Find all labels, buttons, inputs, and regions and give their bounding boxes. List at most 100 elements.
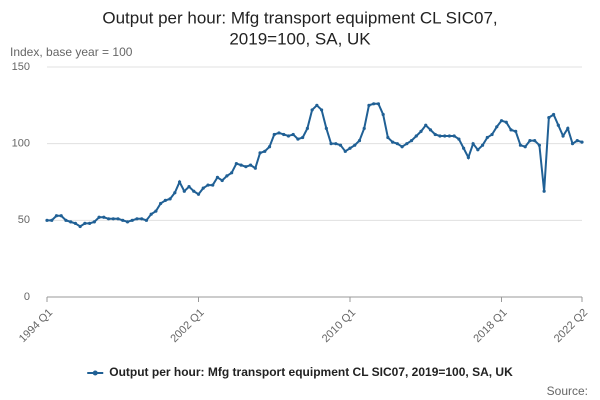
data-point: [315, 103, 319, 107]
x-tick-label: 2002 Q1: [168, 307, 206, 345]
data-point: [296, 137, 300, 141]
data-point: [305, 126, 309, 130]
data-point: [499, 119, 504, 123]
data-point: [556, 123, 560, 127]
chart-title: Output per hour: Mfg transport equipment…: [102, 8, 497, 27]
data-point: [73, 221, 78, 225]
data-point: [329, 142, 333, 146]
data-point: [320, 108, 324, 112]
data-point: [504, 120, 508, 124]
data-point: [533, 139, 537, 143]
data-point: [125, 220, 130, 224]
data-point: [353, 143, 357, 147]
data-point: [428, 128, 433, 132]
data-point: [106, 217, 111, 221]
legend-label: Output per hour: Mfg transport equipment…: [109, 365, 513, 379]
data-point: [225, 174, 229, 178]
x-tick-label: 2010 Q1: [320, 307, 358, 345]
data-point: [144, 218, 149, 222]
data-point: [514, 129, 518, 133]
data-point: [272, 132, 276, 137]
data-point: [253, 166, 257, 170]
data-point: [111, 217, 115, 221]
data-point: [551, 112, 556, 117]
data-point: [561, 134, 565, 138]
legend-marker: [92, 370, 98, 376]
data-point: [362, 126, 366, 130]
data-point: [438, 134, 442, 138]
source: Source:: [547, 384, 588, 398]
data-point: [343, 149, 347, 153]
data-point: [348, 146, 352, 150]
x-tick-label: 2018 Q1: [471, 307, 509, 345]
data-point: [201, 186, 205, 190]
data-point: [518, 143, 523, 147]
data-point: [301, 135, 305, 140]
data-point: [220, 178, 224, 183]
data-point: [154, 209, 158, 213]
data-point: [372, 102, 376, 106]
data-point: [69, 220, 73, 224]
data-point: [391, 140, 395, 144]
data-point: [447, 134, 452, 138]
data-point: [168, 197, 172, 201]
data-point: [64, 218, 68, 222]
data-point: [135, 217, 139, 221]
data-point: [580, 140, 584, 144]
data-point: [196, 192, 201, 196]
data-point: [130, 218, 134, 222]
data-point: [45, 218, 49, 222]
data-point: [244, 165, 248, 169]
data-point: [267, 145, 272, 149]
data-point: [466, 155, 470, 160]
data-point: [395, 142, 399, 146]
data-point: [149, 212, 153, 216]
data-point: [443, 134, 447, 138]
data-point: [476, 148, 480, 152]
data-point: [234, 162, 238, 166]
data-point: [187, 185, 191, 189]
data-point: [575, 139, 579, 143]
data-point: [495, 125, 499, 129]
data-point: [291, 132, 295, 137]
data-point: [338, 143, 343, 147]
data-point: [324, 126, 328, 130]
data-point: [419, 129, 423, 133]
data-point: [480, 143, 485, 147]
data-point: [121, 218, 125, 222]
data-point: [376, 102, 381, 106]
data-point: [452, 134, 456, 138]
data-point: [471, 142, 475, 146]
data-point: [528, 139, 532, 143]
data-point: [566, 126, 570, 130]
data-point: [509, 128, 513, 132]
data-point: [523, 145, 527, 149]
data-point: [173, 191, 177, 195]
data-point: [462, 146, 466, 150]
data-point: [537, 143, 541, 147]
data-point: [159, 201, 163, 206]
data-point: [405, 142, 409, 146]
data-point: [83, 221, 87, 225]
y-tick-label: 50: [18, 214, 30, 226]
data-point: [367, 103, 371, 107]
data-point: [230, 171, 234, 175]
data-point: [547, 116, 551, 120]
data-point: [54, 214, 59, 218]
y-tick-label: 0: [24, 291, 30, 303]
data-point: [140, 217, 144, 221]
data-point: [248, 163, 253, 167]
data-point: [211, 183, 215, 187]
data-point: [97, 215, 101, 219]
data-point: [50, 218, 54, 222]
data-point: [92, 220, 96, 224]
data-point: [215, 175, 220, 179]
data-point: [277, 131, 281, 135]
y-axis-label: Index, base year = 100: [10, 45, 133, 59]
data-point: [282, 132, 286, 137]
data-point: [116, 217, 120, 221]
data-point: [424, 123, 428, 127]
y-tick-label: 150: [12, 61, 30, 73]
data-point: [258, 151, 262, 155]
